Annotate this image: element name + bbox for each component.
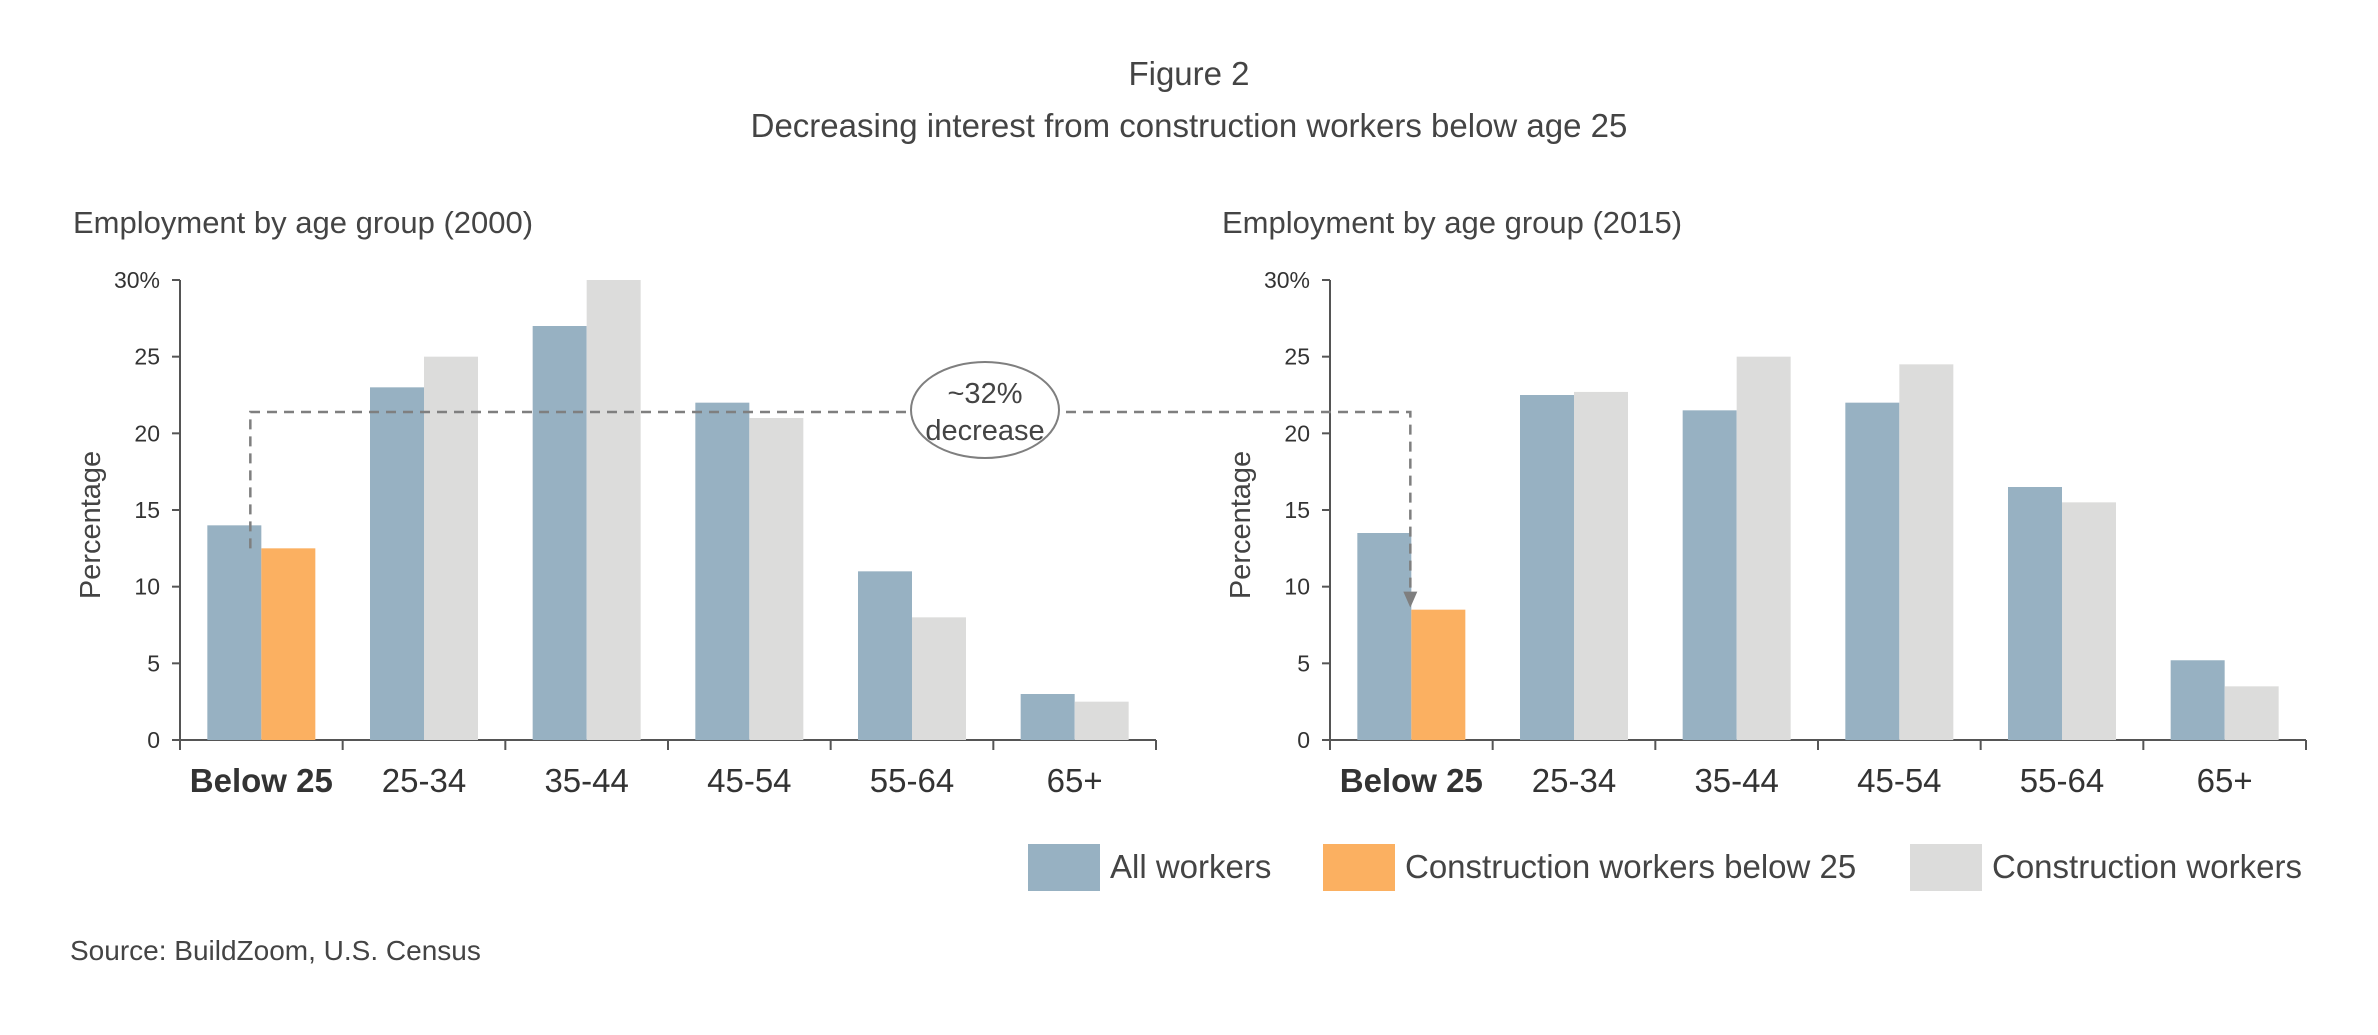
bar-all-workers-below-25	[1357, 533, 1412, 740]
y-tick-label: 25	[134, 344, 160, 370]
chart-title: Employment by age group (2000)	[73, 205, 533, 240]
figure-title: Decreasing interest from construction wo…	[751, 107, 1628, 144]
y-tick-label: 0	[147, 727, 160, 753]
x-tick-label: Below 25	[1340, 762, 1483, 799]
bar-construction-35-44	[1736, 356, 1791, 740]
bar-construction-below-25	[1411, 609, 1466, 740]
decrease-arrowhead	[1403, 591, 1418, 608]
chart-title: Employment by age group (2015)	[1222, 205, 1682, 240]
y-tick-label: 25	[1284, 344, 1310, 370]
y-tick-label: 10	[1284, 574, 1310, 600]
x-tick-label: 45-54	[707, 762, 791, 799]
source-note: Source: BuildZoom, U.S. Census	[70, 935, 481, 966]
y-tick-label: 20	[1284, 420, 1310, 446]
x-tick-label: 25-34	[1532, 762, 1616, 799]
y-tick-label: 10	[134, 574, 160, 600]
x-tick-label: Below 25	[190, 762, 333, 799]
legend-swatch	[1028, 844, 1100, 891]
bar-construction-45-54	[1899, 364, 1954, 740]
x-tick-label: 55-64	[870, 762, 954, 799]
bar-all-workers-25-34	[370, 387, 424, 740]
figure-label: Figure 2	[1128, 55, 1249, 92]
legend-label: All workers	[1110, 848, 1271, 885]
bar-all-workers-25-34	[1520, 395, 1574, 740]
chart-panel-2000: Employment by age group (2000) Percentage…	[73, 205, 1157, 799]
bar-all-workers-35-44	[1682, 410, 1737, 740]
bar-all-workers-45-54	[695, 402, 750, 740]
x-tick-label: 65+	[2197, 762, 2253, 799]
bar-all-workers-45-54	[1845, 402, 1900, 740]
bar-construction-55-64	[2062, 502, 2116, 740]
y-tick-label: 5	[147, 650, 160, 676]
x-tick-label: 35-44	[544, 762, 628, 799]
y-tick-label: 0	[1297, 727, 1310, 753]
y-tick-label: 15	[1284, 497, 1310, 523]
bar-construction-55-64	[912, 617, 966, 740]
annotation-ellipse	[910, 361, 1060, 459]
legend-label: Construction workers below 25	[1405, 848, 1856, 885]
bar-construction-25-34	[1574, 391, 1628, 740]
y-tick-label: 30%	[1264, 267, 1310, 293]
x-tick-label: 65+	[1047, 762, 1103, 799]
bar-construction-65+	[2224, 686, 2279, 740]
bar-construction-below-25	[261, 548, 316, 740]
x-tick-label: 55-64	[2020, 762, 2104, 799]
legend-swatch	[1910, 844, 1982, 891]
y-tick-label: 5	[1297, 650, 1310, 676]
bar-construction-45-54	[749, 418, 804, 740]
bar-all-workers-55-64	[2008, 487, 2062, 740]
x-tick-label: 25-34	[382, 762, 466, 799]
y-tick-label: 15	[134, 497, 160, 523]
x-tick-label: 35-44	[1694, 762, 1778, 799]
annotation-line2: decrease	[925, 415, 1044, 447]
x-tick-label: 45-54	[1857, 762, 1941, 799]
bar-construction-25-34	[424, 356, 478, 740]
bar-construction-35-44	[586, 280, 641, 740]
bar-all-workers-65+	[2170, 660, 2225, 740]
legend-swatch	[1323, 844, 1395, 891]
annotation-line1: ~32%	[948, 378, 1023, 410]
y-axis-label: Percentage	[75, 451, 107, 599]
bar-construction-65+	[1074, 701, 1129, 740]
y-tick-label: 20	[134, 420, 160, 446]
legend-label: Construction workers	[1992, 848, 2302, 885]
bar-all-workers-35-44	[532, 326, 587, 740]
bar-all-workers-55-64	[858, 571, 912, 740]
legend: All workers Construction workers below 25…	[1028, 844, 2302, 891]
bar-all-workers-65+	[1020, 694, 1075, 740]
chart-panel-2015: Employment by age group (2015) Percentage…	[1222, 205, 2307, 799]
decrease-connector-line	[249, 410, 1412, 598]
y-axis-label: Percentage	[1225, 451, 1257, 599]
y-tick-label: 30%	[114, 267, 160, 293]
bar-all-workers-below-25	[207, 525, 262, 740]
decrease-annotation: ~32% decrease	[249, 361, 1418, 608]
